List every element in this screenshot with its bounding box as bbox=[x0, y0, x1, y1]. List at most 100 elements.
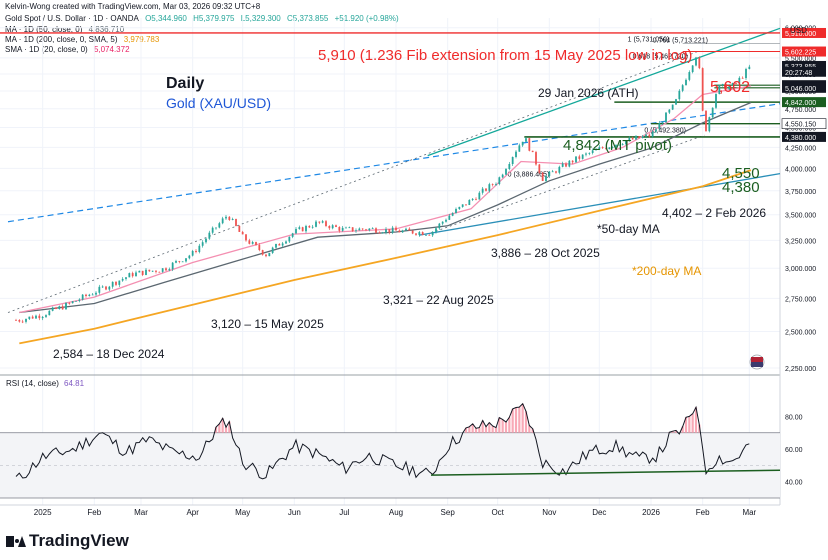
candle-body[interactable] bbox=[58, 306, 61, 309]
candle-body[interactable] bbox=[588, 152, 591, 154]
candle-body[interactable] bbox=[45, 315, 47, 317]
candle-body[interactable] bbox=[315, 221, 317, 227]
candle-body[interactable] bbox=[711, 107, 714, 118]
candle-body[interactable] bbox=[228, 216, 231, 220]
candle-body[interactable] bbox=[345, 227, 347, 229]
candle-body[interactable] bbox=[375, 228, 377, 233]
candle-body[interactable] bbox=[221, 218, 224, 224]
candle-body[interactable] bbox=[401, 230, 404, 233]
candle-body[interactable] bbox=[728, 85, 731, 90]
candle-body[interactable] bbox=[35, 315, 37, 319]
candle-body[interactable] bbox=[268, 252, 271, 257]
candle-body[interactable] bbox=[111, 281, 114, 287]
candle-body[interactable] bbox=[465, 204, 467, 206]
candle-body[interactable] bbox=[595, 149, 597, 151]
candle-body[interactable] bbox=[675, 99, 677, 105]
ma50-line[interactable] bbox=[19, 101, 752, 314]
candle-body[interactable] bbox=[438, 223, 441, 229]
candle-body[interactable] bbox=[98, 286, 101, 293]
time-axis[interactable]: 2025 Feb Mar Apr May Jun Jul Aug Sep Oct Nov Dec 202… bbox=[34, 508, 757, 517]
candle-body[interactable] bbox=[428, 234, 431, 236]
candle-body[interactable] bbox=[168, 269, 171, 271]
candle-body[interactable] bbox=[608, 147, 611, 150]
candle-body[interactable] bbox=[155, 270, 157, 272]
candle-body[interactable] bbox=[531, 150, 534, 153]
candle-body[interactable] bbox=[718, 84, 721, 95]
candle-body[interactable] bbox=[635, 136, 637, 140]
candle-body[interactable] bbox=[91, 294, 94, 296]
candle-body[interactable] bbox=[288, 236, 291, 242]
ma200-legend[interactable]: MA · 1D (200, close, 0, SMA, 5) 3,979.78… bbox=[5, 35, 163, 44]
ma200-line[interactable] bbox=[19, 169, 752, 345]
candle-body[interactable] bbox=[51, 307, 54, 311]
candle-body[interactable] bbox=[488, 184, 491, 191]
candle-body[interactable] bbox=[738, 77, 741, 84]
candle-body[interactable] bbox=[448, 215, 451, 220]
price-badge[interactable] bbox=[782, 131, 826, 142]
candle-body[interactable] bbox=[515, 151, 517, 157]
candle-body[interactable] bbox=[418, 232, 421, 235]
candle-body[interactable] bbox=[231, 219, 234, 220]
candle-body[interactable] bbox=[201, 242, 204, 246]
candle-body[interactable] bbox=[435, 228, 437, 232]
price-badge[interactable] bbox=[782, 46, 826, 57]
candle-body[interactable] bbox=[391, 227, 394, 233]
price-axis[interactable]: 6,000.0005,500.0005,250.0005,000.0004,75… bbox=[781, 26, 827, 487]
candle-body[interactable] bbox=[115, 281, 117, 285]
candle-body[interactable] bbox=[535, 152, 537, 165]
candle-body[interactable] bbox=[458, 206, 461, 209]
candle-body[interactable] bbox=[148, 269, 151, 272]
candle-body[interactable] bbox=[741, 77, 744, 79]
rsi-line[interactable] bbox=[15, 402, 750, 480]
candle-body[interactable] bbox=[205, 238, 207, 243]
candle-body[interactable] bbox=[615, 144, 617, 147]
candle-body[interactable] bbox=[721, 83, 724, 85]
candle-body[interactable] bbox=[705, 110, 707, 132]
candle-body[interactable] bbox=[188, 255, 191, 259]
candle-body[interactable] bbox=[548, 171, 551, 177]
candle-body[interactable] bbox=[328, 225, 331, 229]
candle-body[interactable] bbox=[298, 227, 301, 229]
candle-body[interactable] bbox=[178, 261, 181, 262]
candle-body[interactable] bbox=[191, 250, 194, 256]
candle-body[interactable] bbox=[485, 188, 487, 191]
channel-lower-line[interactable] bbox=[419, 172, 781, 236]
candle-body[interactable] bbox=[518, 145, 521, 152]
tradingview-logo[interactable]: TradingView bbox=[6, 531, 129, 551]
candle-body[interactable] bbox=[291, 233, 294, 237]
candle-body[interactable] bbox=[338, 226, 341, 231]
candle-body[interactable] bbox=[398, 230, 401, 233]
candle-body[interactable] bbox=[581, 154, 584, 159]
candle-body[interactable] bbox=[665, 112, 667, 123]
candle-body[interactable] bbox=[405, 228, 407, 231]
candle-body[interactable] bbox=[475, 198, 477, 200]
candle-body[interactable] bbox=[511, 156, 514, 165]
candle-body[interactable] bbox=[445, 219, 447, 222]
candle-body[interactable] bbox=[318, 221, 321, 223]
candle-body[interactable] bbox=[78, 299, 81, 301]
candle-body[interactable] bbox=[575, 156, 577, 163]
candle-body[interactable] bbox=[421, 232, 424, 236]
candle-body[interactable] bbox=[505, 169, 507, 175]
candle-body[interactable] bbox=[198, 245, 201, 252]
price-badge[interactable] bbox=[781, 118, 827, 129]
channel-upper-line[interactable] bbox=[427, 27, 781, 157]
candle-body[interactable] bbox=[745, 69, 747, 79]
sma20-line[interactable] bbox=[19, 85, 752, 314]
candle-body[interactable] bbox=[248, 240, 251, 244]
candle-body[interactable] bbox=[65, 303, 67, 310]
candle-body[interactable] bbox=[468, 199, 471, 205]
flag-icon[interactable] bbox=[749, 354, 765, 370]
candle-body[interactable] bbox=[175, 261, 177, 263]
candle-body[interactable] bbox=[598, 147, 601, 150]
candle-body[interactable] bbox=[361, 228, 364, 230]
candle-body[interactable] bbox=[305, 225, 307, 232]
candle-body[interactable] bbox=[578, 156, 581, 159]
candle-body[interactable] bbox=[208, 232, 211, 239]
candle-body[interactable] bbox=[138, 270, 141, 273]
candle-body[interactable] bbox=[241, 231, 244, 235]
candle-body[interactable] bbox=[195, 250, 197, 252]
candle-body[interactable] bbox=[158, 271, 161, 273]
candle-body[interactable] bbox=[425, 234, 427, 236]
candle-body[interactable] bbox=[101, 286, 104, 288]
